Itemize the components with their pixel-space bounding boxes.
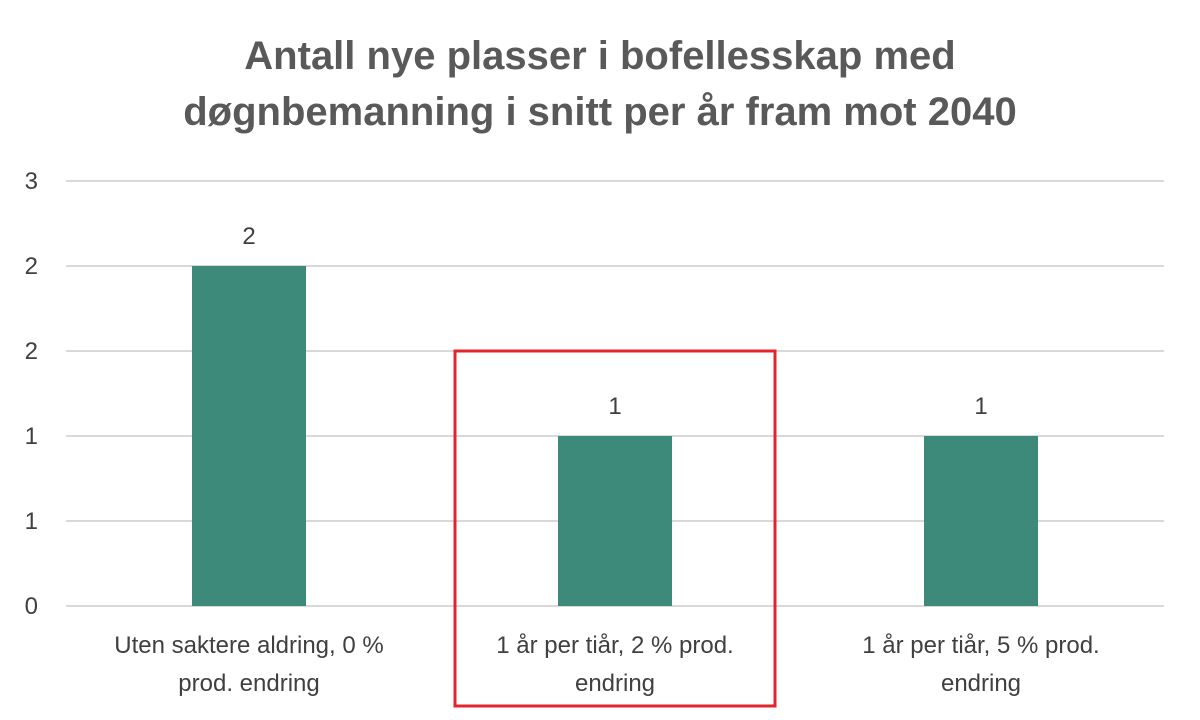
bar: [924, 436, 1038, 606]
x-axis-category-labels: Uten saktere aldring, 0 % prod. endring 1 …: [114, 632, 1099, 697]
y-tick-label: 1: [25, 423, 38, 450]
chart-title-line-1: Antall nye plasser i bofellesskap med: [244, 34, 956, 78]
x-tick-label: 1 år per tiår, 5 % prod.: [862, 632, 1099, 659]
chart-title-line-2: døgnbemanning i snitt per år fram mot 20…: [183, 90, 1017, 134]
bars: [192, 266, 1038, 606]
y-tick-label: 1: [25, 508, 38, 535]
y-tick-label: 2: [25, 338, 38, 365]
x-tick-label: endring: [575, 670, 655, 697]
y-axis-tick-labels: 0 1 1 2 2 3: [25, 168, 38, 620]
y-tick-label: 3: [25, 168, 38, 195]
highlight-box-layer: [453, 349, 777, 708]
bar: [192, 266, 306, 606]
x-tick-label: endring: [941, 670, 1021, 697]
data-labels: 2 1 1: [242, 223, 987, 420]
x-tick-label: prod. endring: [178, 670, 319, 697]
x-tick-label: 1 år per tiår, 2 % prod.: [496, 632, 733, 659]
data-label: 1: [608, 393, 621, 420]
x-tick-label: Uten saktere aldring, 0 %: [114, 632, 383, 659]
data-label: 2: [242, 223, 255, 250]
y-tick-label: 0: [25, 593, 38, 620]
data-label: 1: [974, 393, 987, 420]
highlight-box: [453, 349, 777, 708]
bar: [558, 436, 672, 606]
y-tick-label: 2: [25, 253, 38, 280]
chart-title: Antall nye plasser i bofellesskap med dø…: [0, 28, 1200, 140]
